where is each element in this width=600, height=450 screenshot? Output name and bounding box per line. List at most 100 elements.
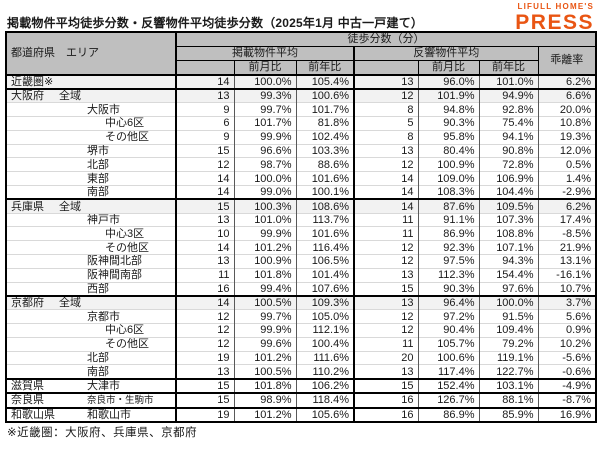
- prefecture-label: 滋賀県: [11, 379, 44, 392]
- divergence-rate: 17.4%: [537, 212, 597, 227]
- listed-mom: 100.5%: [233, 364, 296, 379]
- listed-yoy: 112.1%: [295, 323, 354, 338]
- area-label: 中心6区: [105, 117, 145, 130]
- response-yoy: 85.9%: [478, 406, 538, 423]
- row-label-cell: 北部: [6, 157, 176, 172]
- table-row: 東部 14 100.0% 101.6% 14 109.0% 106.9% 1.4%: [6, 171, 597, 186]
- row-label-cell: 阪神間北部: [6, 254, 176, 269]
- area-label: 全域: [59, 297, 81, 310]
- divergence-rate: 19.3%: [537, 129, 597, 145]
- listed-yoy: 100.6%: [295, 88, 354, 103]
- response-mom: 97.2%: [417, 309, 479, 324]
- area-label: 阪神間北部: [87, 255, 142, 268]
- area-label: 北部: [87, 352, 109, 365]
- listed-mom: 99.7%: [233, 309, 296, 324]
- table-row: その他区 12 99.6% 100.4% 11 105.7% 79.2% 10.2%: [6, 336, 597, 352]
- response-yoy: 103.1%: [478, 377, 538, 393]
- response-yoy: 94.9%: [478, 88, 538, 103]
- listed-mom: 101.8%: [233, 377, 296, 393]
- prefecture-label: 兵庫県: [11, 200, 44, 213]
- divergence-rate: 21.9%: [537, 240, 597, 255]
- row-label-cell: 堺市: [6, 143, 176, 158]
- row-label-cell: 東部: [6, 171, 176, 186]
- area-label: 堺市: [87, 145, 109, 158]
- listed-mom: 98.9%: [233, 391, 296, 408]
- divergence-rate: 5.6%: [537, 309, 597, 324]
- header-row-3: 前月比 前年比 前月比 前年比: [6, 60, 596, 76]
- row-label-cell: 和歌山県 和歌山市: [6, 406, 176, 423]
- divergence-rate: 12.0%: [537, 143, 597, 158]
- listed-minutes: 14: [175, 294, 234, 310]
- table-row: その他区 9 99.9% 102.4% 8 95.8% 94.1% 19.3%: [6, 129, 597, 145]
- response-minutes: 12: [353, 254, 418, 269]
- response-minutes: 8: [353, 129, 418, 145]
- column-header-response-minutes-empty: [353, 60, 419, 76]
- listed-mom: 99.7%: [233, 102, 296, 117]
- listed-yoy: 106.2%: [295, 377, 354, 393]
- row-label-cell: 滋賀県 大津市: [6, 377, 176, 393]
- prefecture-label: 大阪府: [11, 90, 44, 103]
- table-row: 南部 14 99.0% 100.1% 14 108.3% 104.4% -2.9%: [6, 185, 597, 200]
- response-mom: 96.0%: [417, 74, 479, 89]
- column-header-response-mom: 前月比: [417, 60, 480, 76]
- listed-mom: 100.0%: [233, 171, 296, 186]
- table-row: 滋賀県 大津市 15 101.8% 106.2% 15 152.4% 103.1% -4.9%: [6, 377, 597, 393]
- response-minutes: 12: [353, 88, 418, 103]
- column-header-prefecture-area: 都道府県 エリア: [5, 31, 177, 76]
- response-minutes: 13: [353, 364, 418, 379]
- table-row: 中心6区 12 99.9% 112.1% 12 90.4% 109.4% 0.9%: [6, 323, 597, 338]
- response-yoy: 109.5%: [478, 198, 538, 214]
- area-label: 和歌山市: [87, 408, 131, 421]
- response-yoy: 92.8%: [478, 102, 538, 117]
- prefecture-label: 和歌山県: [11, 408, 55, 421]
- response-mom: 96.4%: [417, 294, 479, 310]
- row-label-cell: 中心3区: [6, 226, 176, 241]
- listed-minutes: 14: [175, 185, 234, 200]
- area-label: 大津市: [87, 379, 120, 392]
- area-label: 南部: [87, 186, 109, 199]
- listed-mom: 99.9%: [233, 129, 296, 145]
- response-yoy: 100.0%: [478, 294, 538, 310]
- table-row: 阪神間北部 13 100.9% 106.5% 12 97.5% 94.3% 13.1%: [6, 254, 597, 269]
- divergence-rate: 13.1%: [537, 254, 597, 269]
- listed-yoy: 102.4%: [295, 129, 354, 145]
- column-header-response-yoy: 前年比: [478, 60, 539, 76]
- listed-minutes: 9: [175, 129, 234, 145]
- listed-minutes: 6: [175, 116, 234, 131]
- response-minutes: 20: [353, 350, 418, 365]
- listed-minutes: 11: [175, 267, 234, 283]
- table-row: 奈良県 奈良市・生駒市 15 98.9% 118.4% 16 126.7% 88.1% -8.7…: [6, 391, 597, 408]
- table-row: 大阪府 全域 13 99.3% 100.6% 12 101.9% 94.9% 6.6%: [6, 88, 597, 103]
- response-mom: 100.9%: [417, 157, 479, 172]
- area-label: 奈良市・生駒市: [87, 394, 154, 406]
- response-mom: 92.3%: [417, 240, 479, 255]
- divergence-rate: 0.5%: [537, 157, 597, 172]
- listed-yoy: 106.5%: [295, 254, 354, 269]
- divergence-rate: 0.9%: [537, 323, 597, 338]
- response-mom: 109.0%: [417, 171, 479, 186]
- row-label-cell: 兵庫県 全域: [6, 198, 176, 214]
- listed-minutes: 19: [175, 350, 234, 365]
- response-yoy: 104.4%: [478, 185, 538, 200]
- response-mom: 94.8%: [417, 102, 479, 117]
- response-mom: 117.4%: [417, 364, 479, 379]
- response-yoy: 107.1%: [478, 240, 538, 255]
- response-mom: 152.4%: [417, 377, 479, 393]
- row-label-cell: 南部: [6, 185, 176, 200]
- response-mom: 87.6%: [417, 198, 479, 214]
- listed-mom: 100.0%: [233, 74, 296, 89]
- header-row-1: 都道府県 エリア 徒歩分数（分）: [5, 31, 597, 76]
- area-label: 全域: [59, 90, 81, 103]
- table-row: 大阪市 9 99.7% 101.7% 8 94.8% 92.8% 20.0%: [6, 102, 597, 117]
- table-row: その他区 14 101.2% 116.4% 12 92.3% 107.1% 21.9%: [6, 240, 597, 255]
- response-minutes: 16: [353, 391, 418, 408]
- response-yoy: 97.6%: [478, 281, 538, 296]
- listed-minutes: 19: [175, 406, 234, 423]
- logo-brand-text: LIFULL HOME'S: [517, 2, 594, 11]
- listed-mom: 101.2%: [233, 406, 296, 423]
- listed-yoy: 88.6%: [295, 157, 354, 172]
- divergence-rate: -0.6%: [537, 364, 597, 379]
- response-minutes: 13: [353, 294, 418, 310]
- row-label-cell: 西部: [6, 281, 176, 296]
- prefecture-label: 京都府: [11, 297, 44, 310]
